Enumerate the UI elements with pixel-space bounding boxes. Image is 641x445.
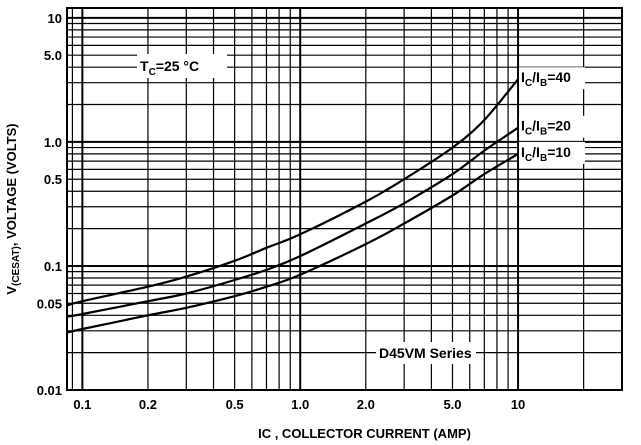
series-label: IC/IB=20: [521, 118, 571, 138]
x-tick-label: 10: [511, 397, 525, 412]
y-tick-label: 0.1: [44, 259, 62, 274]
y-tick-label: 10: [48, 11, 62, 26]
series-label: IC/IB=40: [521, 69, 571, 89]
plot-frame: [66, 7, 623, 391]
series-labels: IC/IB=40 IC/IB=20 IC/IB=10: [519, 67, 586, 164]
temperature-annotation: TC=25 °C: [137, 54, 227, 78]
y-tick-label: 1.0: [44, 135, 62, 150]
temperature-annotation-text: TC=25 °C: [140, 58, 199, 78]
x-tick-label: 0.1: [73, 397, 91, 412]
series-note-bg: [376, 342, 477, 364]
x-tick-label: 2.0: [357, 397, 375, 412]
tick-labels: 0.1 0.2 0.5 1.0 2.0 5.0 10 0.01 0.05 0.1 0.5 1.0 5.0…: [37, 11, 526, 412]
y-tick-label: 5.0: [44, 48, 62, 63]
y-tick-label: 0.05: [37, 296, 62, 311]
series-label-bg: [519, 115, 586, 138]
y-axis-title: V(CESAT), VOLTAGE (VOLTS): [4, 123, 22, 294]
x-tick-label: 5.0: [443, 397, 461, 412]
curves: [66, 78, 519, 334]
curve-ratio-40: [66, 78, 519, 307]
curve-ratio-10: [66, 152, 519, 334]
temperature-annotation-bg: [137, 54, 227, 78]
x-axis-title: IC , COLLECTOR CURRENT (AMP): [258, 426, 471, 441]
series-label: IC/IB=10: [521, 144, 571, 164]
y-tick-label: 0.01: [37, 383, 62, 398]
series-label-bg: [519, 67, 586, 90]
series-note-text: D45VM Series: [379, 345, 472, 361]
y-tick-label: 0.5: [44, 172, 62, 187]
x-tick-label: 0.5: [226, 397, 244, 412]
series-note: D45VM Series: [376, 342, 477, 364]
x-tick-label: 1.0: [291, 397, 309, 412]
curve-ratio-20: [66, 126, 519, 318]
x-tick-label: 0.2: [139, 397, 157, 412]
series-label-bg: [519, 141, 586, 164]
